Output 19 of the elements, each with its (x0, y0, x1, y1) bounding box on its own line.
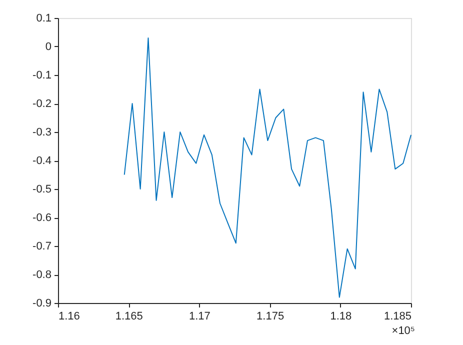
x-tick-label: 1.17 (188, 310, 210, 322)
y-tick-label: -0.2 (32, 98, 52, 110)
y-tick-label: -0.1 (32, 70, 52, 82)
x-tick-label: 1.175 (256, 310, 284, 322)
x-tick-label: 1.165 (115, 310, 143, 322)
line-series (124, 37, 412, 298)
y-tick-label: -0.3 (32, 126, 52, 138)
text: ×10⁵ (392, 325, 415, 337)
x-tick-label: 1.16 (58, 310, 80, 322)
y-tick-label: -0.5 (32, 184, 52, 196)
y-tick-label: -0.6 (32, 212, 52, 224)
y-tick-label: -0.8 (32, 269, 52, 281)
x-tick-label: 1.185 (384, 310, 412, 322)
x-tick-label: 1.18 (330, 310, 352, 322)
y-tick-label: -0.7 (32, 240, 52, 252)
y-tick-label: -0.4 (32, 155, 52, 167)
y-tick-label: -0.9 (32, 298, 52, 310)
y-tick-label: 0.1 (36, 12, 52, 24)
y-tick-label: 0 (45, 41, 52, 53)
